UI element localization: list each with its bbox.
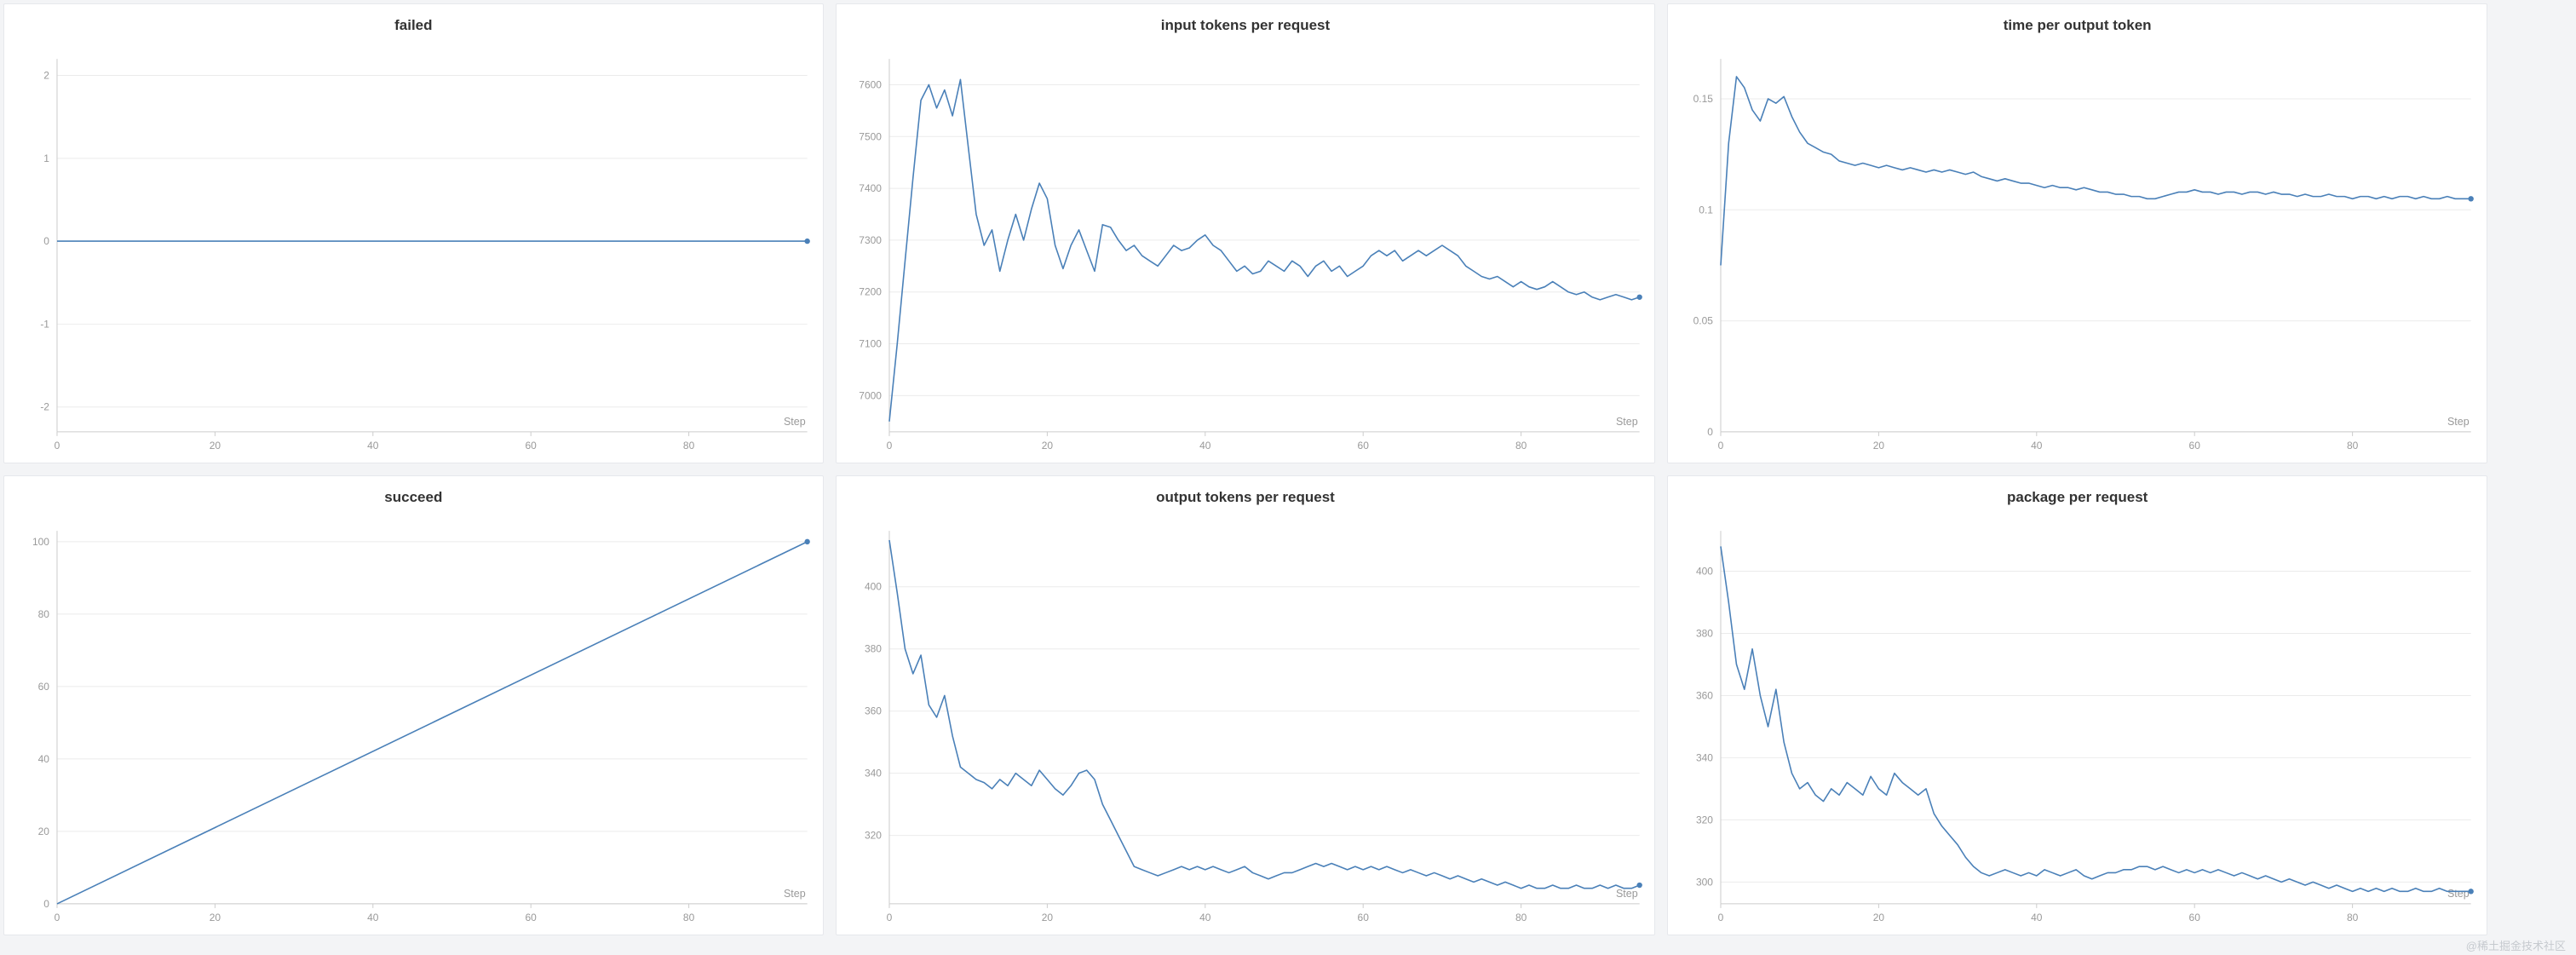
chart-title-package-per-request: package per request bbox=[2006, 489, 2148, 505]
svg-text:0: 0 bbox=[43, 235, 49, 247]
svg-text:20: 20 bbox=[1873, 440, 1885, 452]
svg-text:0: 0 bbox=[1718, 440, 1724, 452]
input-tokens-line-chart: 7000 7100 7200 7300 7400 7500 7600 0 20 40 60 80 Ste… bbox=[859, 59, 1642, 452]
svg-text:0: 0 bbox=[886, 912, 892, 923]
chart-card-time-per-output-token: time per output token 0 0.05 0.1 0.15 0 20 40 6… bbox=[1667, 3, 2487, 463]
svg-text:80: 80 bbox=[1515, 440, 1527, 452]
svg-text:-1: -1 bbox=[40, 318, 49, 330]
svg-text:320: 320 bbox=[1696, 814, 1713, 826]
svg-text:0: 0 bbox=[886, 440, 892, 452]
chart-card-package-per-request: package per request 300 320 340 360 380 400 0 2… bbox=[1667, 475, 2487, 935]
svg-text:20: 20 bbox=[210, 912, 221, 923]
chart-title-output-tokens: output tokens per request bbox=[1156, 489, 1335, 505]
svg-text:Step: Step bbox=[1616, 888, 1638, 900]
chart-card-input-tokens: input tokens per request 7000 7100 7200 730… bbox=[835, 3, 1656, 463]
svg-text:-2: -2 bbox=[40, 401, 49, 413]
watermark: @稀土掘金技术社区 bbox=[2465, 940, 2566, 952]
svg-text:7300: 7300 bbox=[859, 234, 882, 246]
svg-text:80: 80 bbox=[683, 440, 695, 452]
svg-text:340: 340 bbox=[1696, 751, 1713, 763]
svg-text:0: 0 bbox=[1718, 912, 1724, 923]
svg-text:Step: Step bbox=[1616, 416, 1638, 428]
svg-text:0.15: 0.15 bbox=[1693, 93, 1714, 105]
svg-text:320: 320 bbox=[865, 830, 882, 842]
svg-text:400: 400 bbox=[1696, 566, 1713, 578]
svg-text:40: 40 bbox=[367, 912, 379, 923]
package-per-request-line-chart: 300 320 340 360 380 400 0 20 40 60 80 Step bbox=[1696, 531, 2475, 923]
svg-text:7100: 7100 bbox=[859, 338, 882, 350]
svg-text:40: 40 bbox=[367, 440, 379, 452]
svg-text:360: 360 bbox=[865, 705, 882, 717]
svg-text:0: 0 bbox=[55, 912, 60, 923]
svg-text:7200: 7200 bbox=[859, 286, 882, 298]
svg-text:20: 20 bbox=[38, 826, 50, 837]
svg-text:Step: Step bbox=[2447, 416, 2470, 428]
svg-text:340: 340 bbox=[865, 768, 882, 780]
svg-text:40: 40 bbox=[1199, 912, 1211, 923]
svg-text:60: 60 bbox=[526, 912, 538, 923]
svg-text:20: 20 bbox=[1041, 440, 1053, 452]
svg-text:20: 20 bbox=[1041, 912, 1053, 923]
svg-text:60: 60 bbox=[2189, 912, 2201, 923]
svg-text:0.1: 0.1 bbox=[1699, 204, 1714, 216]
chart-title-succeed: succeed bbox=[384, 489, 443, 505]
output-tokens-line-chart: 320 340 360 380 400 0 20 40 60 80 Step bbox=[865, 531, 1642, 923]
svg-text:80: 80 bbox=[38, 608, 50, 620]
svg-text:20: 20 bbox=[210, 440, 221, 452]
chart-card-failed: failed -2 -1 0 1 2 0 20 40 60 80 Step bbox=[3, 3, 824, 463]
svg-text:40: 40 bbox=[2031, 912, 2043, 923]
chart-title-input-tokens: input tokens per request bbox=[1160, 17, 1331, 33]
svg-text:60: 60 bbox=[1357, 912, 1369, 923]
svg-text:Step: Step bbox=[2447, 888, 2470, 900]
svg-text:0: 0 bbox=[43, 898, 49, 910]
svg-text:80: 80 bbox=[1515, 912, 1527, 923]
svg-text:400: 400 bbox=[865, 581, 882, 593]
succeed-line-chart: 0 20 40 60 80 100 0 20 40 60 80 Step bbox=[32, 531, 810, 923]
time-per-output-token-line-chart: 0 0.05 0.1 0.15 0 20 40 60 80 Step bbox=[1693, 59, 2475, 452]
svg-text:1: 1 bbox=[43, 152, 49, 164]
svg-text:60: 60 bbox=[526, 440, 538, 452]
svg-text:60: 60 bbox=[2189, 440, 2201, 452]
svg-text:380: 380 bbox=[865, 643, 882, 655]
chart-title-failed: failed bbox=[394, 17, 433, 33]
svg-text:7600: 7600 bbox=[859, 78, 882, 90]
svg-text:7500: 7500 bbox=[859, 130, 882, 142]
svg-text:0.05: 0.05 bbox=[1693, 315, 1714, 327]
chart-card-succeed: succeed 0 20 40 60 80 100 0 20 40 60 80 Step bbox=[3, 475, 824, 935]
svg-text:0: 0 bbox=[55, 440, 60, 452]
svg-text:100: 100 bbox=[32, 536, 49, 548]
svg-text:Step: Step bbox=[784, 888, 806, 900]
svg-text:40: 40 bbox=[2031, 440, 2043, 452]
chart-card-output-tokens: output tokens per request 320 340 360 380 40… bbox=[835, 475, 1656, 935]
svg-text:40: 40 bbox=[1199, 440, 1211, 452]
svg-text:380: 380 bbox=[1696, 627, 1713, 639]
svg-text:60: 60 bbox=[1357, 440, 1369, 452]
svg-text:80: 80 bbox=[683, 912, 695, 923]
svg-text:60: 60 bbox=[38, 681, 50, 693]
svg-text:7400: 7400 bbox=[859, 182, 882, 194]
svg-text:2: 2 bbox=[43, 70, 49, 82]
svg-text:40: 40 bbox=[38, 753, 50, 765]
svg-text:Step: Step bbox=[784, 416, 806, 428]
svg-text:80: 80 bbox=[2347, 912, 2359, 923]
chart-title-time-per-output-token: time per output token bbox=[2003, 17, 2152, 33]
svg-text:7000: 7000 bbox=[859, 389, 882, 401]
svg-text:0: 0 bbox=[1708, 426, 1714, 438]
svg-text:300: 300 bbox=[1696, 876, 1713, 888]
svg-text:360: 360 bbox=[1696, 689, 1713, 701]
svg-text:20: 20 bbox=[1873, 912, 1885, 923]
svg-text:80: 80 bbox=[2347, 440, 2359, 452]
